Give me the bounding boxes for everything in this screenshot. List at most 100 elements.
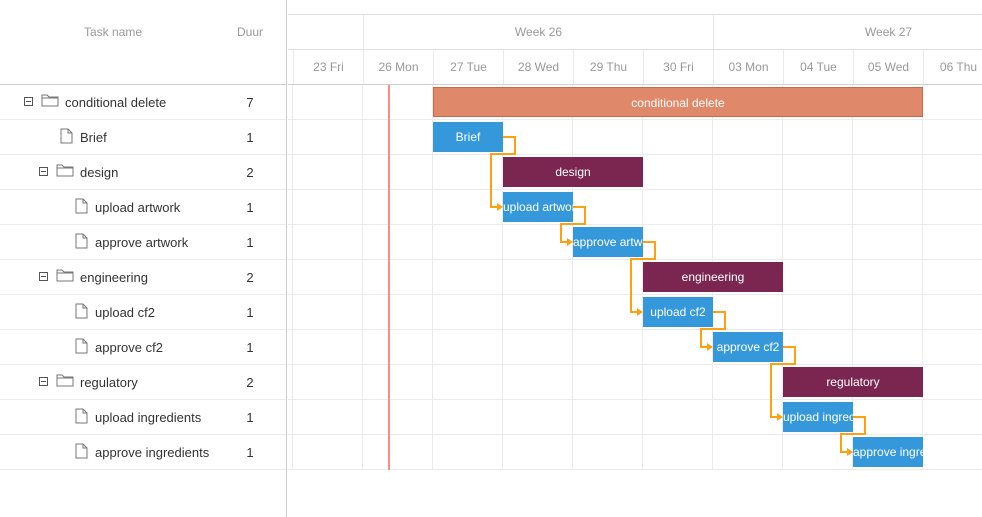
duration-value: 7: [246, 95, 254, 110]
gantt-bar[interactable]: upload artwork: [503, 192, 573, 222]
grid-line: [362, 85, 363, 470]
collapse-toggle-icon[interactable]: [39, 272, 48, 281]
grid-line: [288, 329, 982, 330]
day-label: 26 Mon: [363, 50, 433, 84]
task-name-label: upload artwork: [95, 200, 181, 215]
grid-header: Task name Duur: [0, 0, 287, 85]
link-arrow-icon: [637, 308, 643, 316]
file-icon: [75, 233, 88, 252]
grid-line: [852, 85, 853, 470]
dependency-link[interactable]: [630, 241, 656, 313]
gantt-bar[interactable]: approve ingredients: [853, 437, 923, 467]
duration-value: 1: [246, 130, 254, 145]
grid-line: [288, 119, 982, 120]
grid-line: [292, 85, 293, 470]
grid-row[interactable]: Brief 1: [0, 120, 286, 155]
grid-line: [502, 85, 503, 470]
day-label: 30 Fri: [643, 50, 713, 84]
grid-line: [288, 399, 982, 400]
folder-icon: [56, 373, 74, 390]
gantt-bar[interactable]: upload cf2: [643, 297, 713, 327]
grid-line: [572, 85, 573, 470]
grid-line: [922, 85, 923, 470]
link-arrow-icon: [497, 203, 503, 211]
day-label: 23 Fri: [293, 50, 363, 84]
grid-line: [288, 434, 982, 435]
day-label: 29 Thu: [573, 50, 643, 84]
grid-row[interactable]: approve artwork 1: [0, 225, 286, 260]
gantt-bar[interactable]: approve cf2: [713, 332, 783, 362]
collapse-toggle-icon[interactable]: [24, 97, 33, 106]
grid-line: [288, 189, 982, 190]
grid-row[interactable]: regulatory 2: [0, 365, 286, 400]
gantt-bar[interactable]: engineering: [643, 262, 783, 292]
task-name-label: Brief: [80, 130, 107, 145]
week-scale: Week 26 Week 27: [288, 14, 982, 50]
folder-icon: [56, 268, 74, 285]
gantt-bar[interactable]: upload ingredients: [783, 402, 853, 432]
duration-value: 1: [246, 235, 254, 250]
day-label: 28 Wed: [503, 50, 573, 84]
dependency-link[interactable]: [700, 311, 726, 348]
duration-value: 2: [246, 165, 254, 180]
dependency-link[interactable]: [490, 136, 516, 208]
grid-line: [642, 85, 643, 470]
gantt-bar[interactable]: Brief: [433, 122, 503, 152]
folder-icon: [56, 163, 74, 180]
duration-value: 1: [246, 200, 254, 215]
dependency-link[interactable]: [770, 346, 796, 418]
day-label: 27 Tue: [433, 50, 503, 84]
grid-row[interactable]: upload ingredients 1: [0, 400, 286, 435]
column-header-duration[interactable]: Duur: [237, 25, 264, 39]
task-name-label: design: [80, 165, 119, 180]
grid-line: [432, 85, 433, 470]
dependency-link[interactable]: [840, 416, 866, 453]
gantt-bar[interactable]: approve artwork: [573, 227, 643, 257]
grid-row[interactable]: approve cf2 1: [0, 330, 286, 365]
grid-row[interactable]: upload cf2 1: [0, 295, 286, 330]
file-icon: [60, 128, 73, 147]
grid-row[interactable]: engineering 2: [0, 260, 286, 295]
file-icon: [75, 338, 88, 357]
grid-row[interactable]: design 2: [0, 155, 286, 190]
grid-row[interactable]: upload artwork 1: [0, 190, 286, 225]
collapse-toggle-icon[interactable]: [39, 377, 48, 386]
day-label: 05 Wed: [853, 50, 923, 84]
task-name-label: engineering: [80, 270, 148, 285]
dependency-link[interactable]: [560, 206, 586, 243]
task-name-label: regulatory: [80, 375, 138, 390]
task-name-label: upload ingredients: [95, 410, 202, 425]
day-label: 03 Mon: [713, 50, 783, 84]
day-scale: 23 Fri 26 Mon 27 Tue 28 Wed 29 Thu 30 Fri 03 M…: [288, 50, 982, 85]
task-name-label: approve cf2: [95, 340, 163, 355]
task-grid: Task name Duur conditional delete 7 Brief 1…: [0, 0, 287, 517]
dependency-links: [490, 136, 866, 456]
duration-value: 1: [246, 445, 254, 460]
duration-value: 2: [246, 375, 254, 390]
grid-line: [288, 224, 982, 225]
grid-row[interactable]: conditional delete 7: [0, 85, 286, 120]
today-marker: [388, 85, 390, 470]
day-label: 06 Thu: [923, 50, 982, 84]
day-label: 04 Tue: [783, 50, 853, 84]
file-icon: [75, 198, 88, 217]
link-arrow-icon: [707, 343, 713, 351]
gantt-bar[interactable]: conditional delete: [433, 87, 923, 117]
week-label: Week 26: [363, 15, 713, 49]
collapse-toggle-icon[interactable]: [39, 167, 48, 176]
file-icon: [75, 303, 88, 322]
task-name-label: upload cf2: [95, 305, 155, 320]
grid-line: [288, 294, 982, 295]
column-header-task-name[interactable]: Task name: [84, 25, 143, 39]
gantt-bar[interactable]: regulatory: [783, 367, 923, 397]
task-name-label: approve artwork: [95, 235, 189, 250]
grid-line: [288, 154, 982, 155]
week-label: Week 27: [713, 15, 982, 49]
grid-row[interactable]: approve ingredients 1: [0, 435, 286, 470]
gantt-bar[interactable]: design: [503, 157, 643, 187]
link-arrow-icon: [847, 448, 853, 456]
link-arrow-icon: [777, 413, 783, 421]
task-name-label: conditional delete: [65, 95, 167, 110]
gantt-chart: Week 26 Week 27 23 Fri 26 Mon 27 Tue 28 Wed…: [288, 0, 982, 517]
file-icon: [75, 408, 88, 427]
